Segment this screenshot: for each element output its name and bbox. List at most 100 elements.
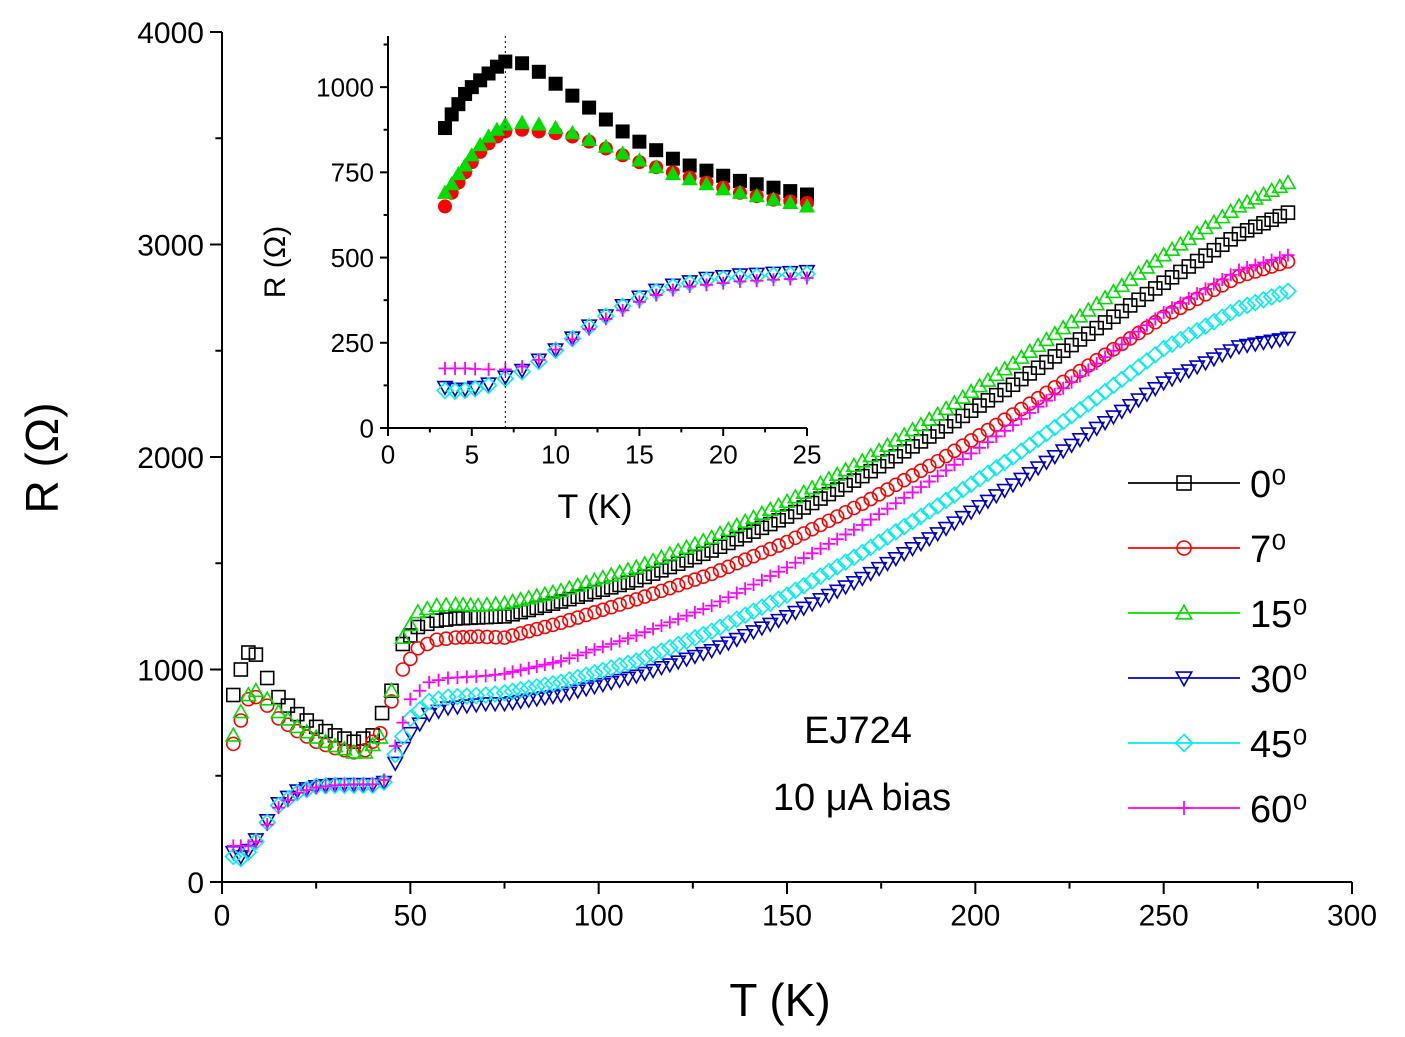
inset-data-point <box>597 138 614 153</box>
x-tick-label: 100 <box>574 900 624 933</box>
data-point <box>560 670 579 689</box>
x-tick-label: 5 <box>465 439 479 469</box>
data-point <box>409 603 427 619</box>
x-tick-label: 0 <box>381 439 395 469</box>
data-point <box>637 589 653 604</box>
data-point <box>845 456 863 473</box>
data-point <box>1123 331 1137 345</box>
data-point <box>224 726 242 742</box>
data-point <box>636 666 654 682</box>
data-point <box>862 566 880 582</box>
data-point <box>1014 371 1029 387</box>
data-point <box>1207 277 1221 291</box>
data-point <box>703 528 721 545</box>
inset-data-point <box>665 151 680 166</box>
inset-data-point <box>750 274 764 288</box>
data-point <box>403 628 418 643</box>
data-point <box>811 474 830 491</box>
data-point <box>1131 292 1146 308</box>
data-point <box>247 681 265 698</box>
data-point <box>1246 293 1265 312</box>
data-point <box>878 528 897 546</box>
inset-data-point <box>530 116 547 131</box>
data-point <box>241 839 255 853</box>
data-point <box>498 667 511 681</box>
data-point <box>687 572 703 587</box>
data-point <box>1029 430 1048 449</box>
data-point <box>695 569 711 585</box>
data-point <box>239 686 257 702</box>
data-point <box>562 651 576 665</box>
data-point <box>280 698 296 713</box>
data-point <box>1054 444 1072 460</box>
data-point <box>896 472 912 488</box>
data-point <box>1045 418 1064 437</box>
data-point <box>1023 406 1037 420</box>
data-point <box>395 636 411 652</box>
data-point <box>661 658 679 674</box>
data-point <box>432 673 446 687</box>
inset-data-point <box>631 152 648 167</box>
data-point <box>728 632 746 648</box>
data-point <box>921 458 937 474</box>
data-point <box>853 452 871 468</box>
data-point <box>996 483 1014 499</box>
data-point <box>1163 240 1181 257</box>
data-point <box>612 597 627 612</box>
data-point <box>226 736 241 752</box>
data-point <box>610 656 629 675</box>
data-point <box>772 565 786 579</box>
data-point <box>1012 442 1031 461</box>
data-point <box>829 509 845 524</box>
inset-data-point <box>615 124 630 139</box>
data-point <box>553 594 569 609</box>
data-point <box>488 629 504 645</box>
data-point <box>419 616 435 632</box>
data-point <box>888 477 904 493</box>
data-point <box>438 631 454 646</box>
data-point <box>987 458 1006 477</box>
data-point <box>514 663 528 677</box>
data-point <box>828 557 847 576</box>
data-point <box>469 596 487 613</box>
data-point <box>796 526 812 541</box>
data-point <box>394 741 412 757</box>
data-point <box>1037 455 1056 471</box>
inset-data-point <box>715 181 732 196</box>
data-point <box>719 520 737 537</box>
data-point <box>1180 364 1198 380</box>
sample-annotation: EJ724 <box>804 710 912 752</box>
data-point <box>938 419 954 434</box>
legend-label: 45⁰ <box>1250 724 1308 766</box>
inset-data-point <box>581 131 598 146</box>
data-point <box>862 447 880 463</box>
data-point <box>864 513 878 527</box>
legend-label: 30⁰ <box>1250 659 1308 701</box>
data-point <box>754 520 770 536</box>
inset-data-point <box>681 170 698 186</box>
data-point <box>811 593 830 609</box>
data-point <box>705 599 719 613</box>
inset-data-point <box>466 379 485 398</box>
data-point <box>737 552 753 568</box>
inset-data-point <box>564 124 581 140</box>
data-point <box>778 610 796 626</box>
data-point <box>527 677 546 696</box>
data-point <box>1239 223 1255 238</box>
data-point <box>1081 326 1096 342</box>
data-point <box>1171 235 1189 251</box>
data-point <box>419 636 435 652</box>
data-point <box>713 595 727 608</box>
data-point <box>937 491 955 510</box>
data-point <box>1012 472 1030 488</box>
data-point <box>457 687 476 705</box>
data-point <box>1072 332 1088 347</box>
data-point <box>887 431 905 447</box>
y-tick-label: 0 <box>360 413 374 443</box>
data-point <box>887 551 905 568</box>
data-point <box>686 649 704 665</box>
data-point <box>955 408 971 424</box>
data-point <box>371 728 389 744</box>
data-point <box>1205 352 1223 368</box>
